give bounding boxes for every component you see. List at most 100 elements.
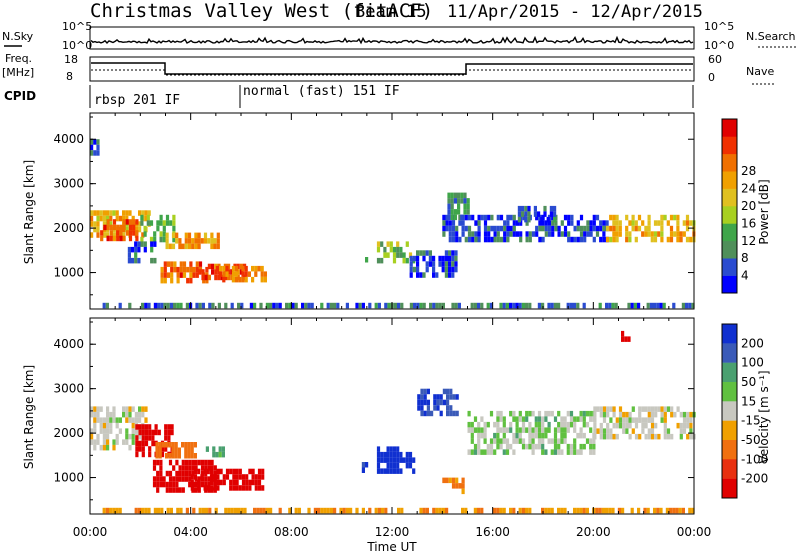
velocity-cell (190, 474, 194, 480)
power-cell (451, 255, 455, 262)
power-cell (451, 302, 455, 309)
velocity-cell (376, 468, 381, 474)
velocity-cell (131, 417, 135, 423)
velocity-cell (430, 410, 434, 417)
power-cell (422, 272, 426, 278)
velocity-cell (156, 459, 160, 466)
velocity-cell (131, 422, 135, 429)
velocity-cell (557, 427, 561, 433)
power-cell (676, 220, 680, 226)
power-cell (663, 214, 667, 221)
velocity-cell (209, 468, 214, 475)
velocity-cell (203, 468, 207, 475)
velocity-cell (238, 485, 242, 491)
power-cell (679, 231, 683, 237)
velocity-cell (589, 416, 593, 422)
velocity-cell (686, 411, 690, 418)
power-cell (380, 241, 384, 247)
velocity-cell (386, 457, 390, 463)
velocity-cell (601, 507, 605, 514)
power-cell (451, 272, 455, 278)
power-cell (557, 302, 561, 309)
velocity-cell (389, 451, 393, 458)
power-cell (345, 302, 349, 309)
velocity-cell (537, 443, 542, 450)
velocity-cell (585, 421, 590, 428)
power-cell (165, 243, 169, 250)
power-cell (650, 231, 654, 237)
power-cell (195, 302, 199, 309)
velocity-cell (102, 507, 106, 514)
velocity-cell (563, 507, 567, 514)
velocity-cell (589, 449, 593, 455)
velocity-x-ticks (89, 318, 695, 514)
velocity-cell (148, 424, 152, 430)
velocity-cell (243, 507, 247, 514)
power-cell (219, 265, 223, 272)
velocity-cell (681, 507, 685, 514)
velocity-cell (458, 483, 462, 489)
velocity-cell (167, 429, 171, 436)
power-cell (573, 225, 577, 232)
velocity-cell (396, 457, 400, 463)
velocity-cell (152, 476, 157, 482)
velocity-cell (141, 406, 145, 412)
power-cell (567, 236, 571, 243)
velocity-ytick-label: 4000 (53, 337, 84, 351)
velocity-cell (125, 428, 129, 434)
power-cell (602, 231, 606, 237)
velocity-cell (170, 429, 174, 436)
velocity-cell (155, 447, 159, 453)
velocity-cell (141, 507, 145, 514)
velocity-cell (152, 465, 157, 471)
velocity-cell (455, 477, 459, 484)
nave-label: Nave (746, 65, 774, 78)
power-cell (102, 210, 106, 216)
velocity-cell (96, 439, 100, 445)
power-cell (471, 214, 475, 221)
velocity-cell (638, 433, 642, 440)
power-cell (231, 271, 235, 277)
power-cell (106, 224, 110, 231)
power-cell (657, 220, 661, 226)
power-cell (135, 230, 139, 236)
velocity-cell (194, 481, 198, 488)
velocity-cell (689, 433, 693, 440)
power-cell (612, 236, 616, 243)
power-cell (509, 225, 513, 232)
velocity-cell (170, 424, 174, 430)
velocity-cell (493, 421, 497, 428)
velocity-cell (235, 479, 239, 486)
power-cell (125, 219, 129, 225)
velocity-cell (634, 433, 639, 440)
power-cell (93, 210, 97, 216)
power-cell (253, 302, 257, 309)
power-cell (612, 214, 616, 221)
velocity-cell (689, 411, 693, 418)
velocity-cell (621, 330, 625, 337)
power-cell (211, 263, 215, 270)
power-cell (659, 302, 663, 309)
power-cell (132, 224, 136, 231)
velocity-cell (102, 444, 106, 451)
velocity-cell (115, 507, 119, 514)
velocity-cell (251, 474, 255, 480)
velocity-cell (483, 438, 487, 444)
power-cell (153, 231, 157, 237)
power-cell (467, 214, 472, 221)
power-cell (506, 220, 510, 226)
velocity-colorbar-swatch (722, 478, 737, 499)
power-cell (181, 243, 185, 250)
velocity-cell (528, 432, 532, 439)
velocity-cell (106, 444, 110, 451)
power-cell (689, 220, 693, 226)
power-cell (160, 277, 164, 284)
velocity-cell (653, 507, 657, 514)
power-cell (127, 246, 131, 253)
power-cell (458, 220, 462, 226)
power-cell (509, 231, 513, 237)
velocity-colorbar-swatch (722, 343, 737, 363)
velocity-cell (420, 405, 424, 411)
power-cell (216, 232, 220, 239)
power-cell (333, 302, 337, 309)
